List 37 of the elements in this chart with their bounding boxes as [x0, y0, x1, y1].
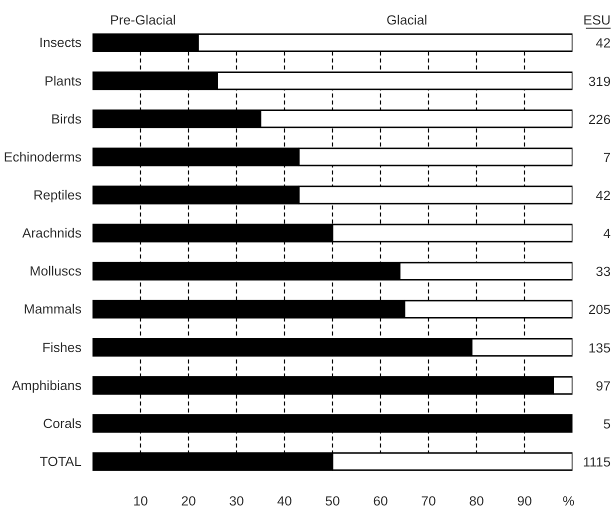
text: 7	[603, 150, 611, 165]
text: 42	[596, 188, 611, 203]
x-tick-label: 90	[517, 494, 532, 508]
text: 205	[588, 302, 611, 318]
x-tick-label: 80	[469, 494, 484, 508]
series-label: Pre-Glacial	[110, 12, 176, 28]
y-tick-label: Amphibians	[12, 378, 82, 393]
text: 4	[603, 226, 612, 242]
text: 97	[596, 378, 611, 394]
x-tick-label: 60	[373, 494, 388, 508]
x-tick-label: 70	[421, 494, 436, 508]
y-tick-label: Molluscs	[30, 264, 82, 279]
x-tick-label: 50	[325, 494, 340, 508]
text: 5	[603, 416, 611, 432]
y-tick-label: Reptiles	[33, 187, 82, 202]
series-label: Glacial	[386, 12, 428, 28]
y-tick-label: Birds	[51, 111, 82, 126]
text: 1115	[582, 454, 611, 470]
x-tick-label: 30	[229, 494, 244, 508]
y-tick-label: Fishes	[42, 340, 82, 355]
text: 42	[596, 36, 611, 51]
y-tick-label: Mammals	[24, 302, 82, 317]
y-tick-label: Echinoderms	[4, 149, 82, 164]
text: 226	[588, 112, 611, 127]
text: 319	[588, 74, 611, 89]
y-tick-label: Arachnids	[22, 226, 82, 241]
y2-axis-title: ESU	[583, 12, 611, 28]
x-tick-label: 10	[133, 494, 148, 508]
y-tick-label: TOTAL	[40, 454, 82, 470]
y-tick-label: Corals	[42, 416, 82, 431]
x-tick-label: 40	[277, 494, 292, 508]
text: 135	[588, 340, 611, 356]
x-tick-label: 20	[181, 494, 196, 508]
text: 33	[596, 264, 611, 280]
x-tick-label: %	[562, 494, 575, 508]
y-tick-label: Insects	[39, 35, 82, 50]
y-tick-label: Plants	[44, 73, 82, 88]
